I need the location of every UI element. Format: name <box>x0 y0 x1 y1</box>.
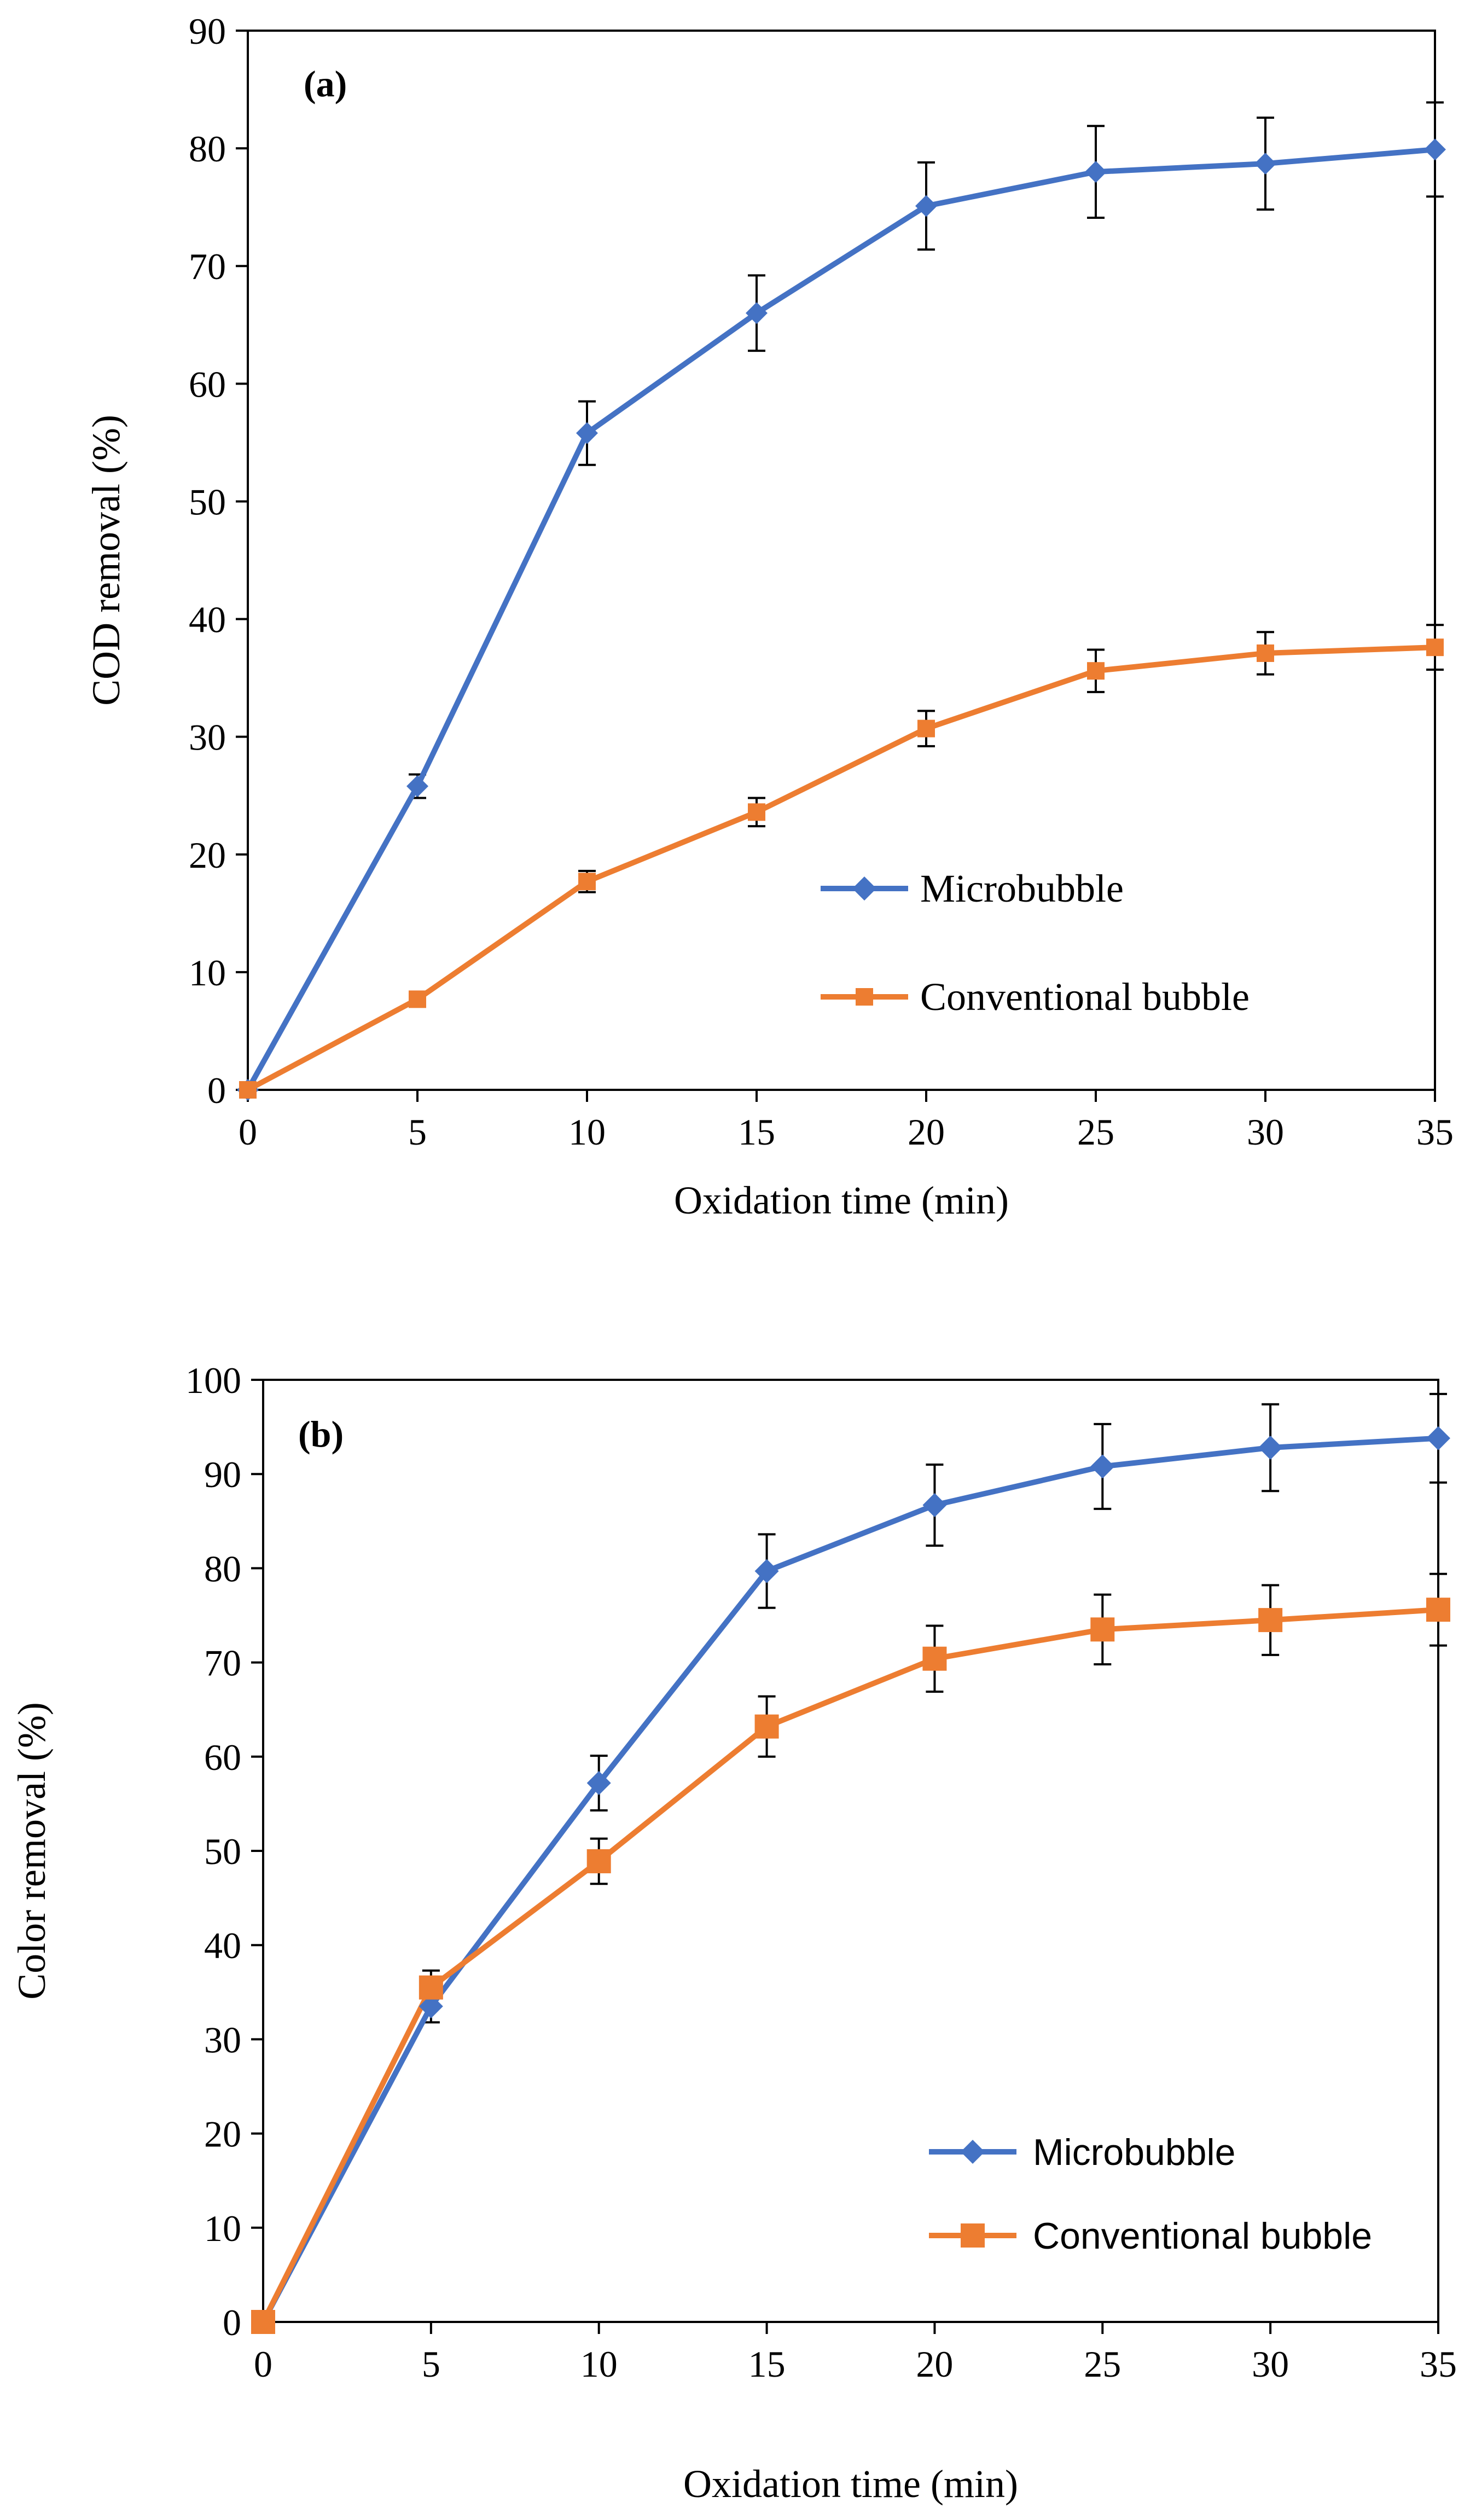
chart-b-y-tick-label: 90 <box>204 1454 241 1495</box>
chart-a-series-line-conventional-bubble <box>246 644 1436 1093</box>
chart-b-y-tick-label: 0 <box>223 2302 241 2343</box>
chart-a-y-tick-label: 10 <box>189 952 226 994</box>
chart-b-y-tick-label: 40 <box>204 1925 241 1966</box>
chart-a-y-tick-label: 40 <box>189 599 226 641</box>
chart-a-y-tick-label: 50 <box>189 481 226 522</box>
chart-b-point-conventional-bubble <box>419 1975 443 2000</box>
chart-a-point-conventional-bubble <box>1426 638 1444 657</box>
chart-a-x-tick-label: 5 <box>408 1111 427 1153</box>
chart-a-point-conventional-bubble <box>1257 644 1274 662</box>
chart-a-legend-marker-conventional <box>856 988 873 1006</box>
chart-b-point-conventional-bubble <box>754 1714 779 1739</box>
chart-a: (a) Oxidation time (min) COD removal (%)… <box>84 10 1454 1222</box>
chart-a-y-tick-label: 30 <box>189 717 226 758</box>
chart-b-point-conventional-bubble <box>251 2310 275 2334</box>
chart-a-point-microbubble <box>1254 153 1276 175</box>
chart-b-point-conventional-bubble <box>1258 1608 1283 1633</box>
chart-b-y-tick-label: 100 <box>185 1360 241 1401</box>
chart-b-y-axis-label: Color removal (%) <box>10 1702 54 2000</box>
chart-a-legend: Microbubble Conventional bubble <box>821 867 1250 1019</box>
chart-a-x-axis-label: Oxidation time (min) <box>674 1178 1009 1222</box>
chart-b-y-tick-label: 50 <box>204 1831 241 1872</box>
chart-b-point-microbubble <box>586 1771 611 1796</box>
chart-a-point-conventional-bubble <box>239 1081 257 1099</box>
chart-a-point-microbubble <box>576 422 598 444</box>
chart-b-series-line-conventional-bubble <box>260 1607 1439 2324</box>
chart-a-y-tick-label: 90 <box>189 10 226 52</box>
chart-b-y-tick-label: 10 <box>204 2208 241 2249</box>
chart-a-y-tick-label: 0 <box>207 1070 226 1111</box>
chart-b-legend-marker-conventional <box>961 2223 985 2248</box>
chart-b-x-tick-label: 20 <box>916 2343 953 2385</box>
chart-a-point-microbubble <box>1085 161 1107 183</box>
chart-a-plot-area <box>247 30 1436 1091</box>
chart-b-x-tick-label: 5 <box>422 2343 440 2385</box>
chart-a-x-tick-label: 35 <box>1416 1111 1454 1153</box>
chart-a-point-conventional-bubble <box>748 803 765 821</box>
chart-b-panel-label: (b) <box>298 1413 344 1455</box>
chart-b-point-microbubble <box>1258 1435 1283 1460</box>
chart-b-point-microbubble <box>1426 1426 1450 1450</box>
chart-b-x-tick-label: 25 <box>1084 2343 1121 2385</box>
chart-b-legend-label-conventional: Conventional bubble <box>1033 2215 1372 2257</box>
chart-b-y-tick-label: 20 <box>204 2113 241 2155</box>
chart-a-point-microbubble <box>915 195 937 217</box>
chart-b-plot-area <box>262 1379 1439 2323</box>
chart-a-x-tick-label: 0 <box>239 1111 257 1153</box>
chart-a-point-microbubble <box>406 775 428 798</box>
chart-a-y-tick-label: 20 <box>189 834 226 876</box>
chart-a-y-axis-label: COD removal (%) <box>84 415 128 706</box>
chart-b-point-microbubble <box>922 1493 947 1518</box>
chart-a-x-tick-label: 25 <box>1077 1111 1114 1153</box>
chart-a-point-conventional-bubble <box>917 719 935 738</box>
chart-a-x-tick-label: 20 <box>908 1111 945 1153</box>
chart-a-legend-marker-microbubble <box>852 876 876 901</box>
chart-b-y-tick-label: 80 <box>204 1548 241 1589</box>
chart-a-point-conventional-bubble <box>1087 662 1105 680</box>
chart-a-series-line-microbubble <box>245 147 1436 1091</box>
chart-b-legend: Microbubble Conventional bubble <box>929 2132 1372 2257</box>
chart-a-y-tick-label: 80 <box>189 128 226 170</box>
chart-a-point-microbubble <box>746 302 768 324</box>
chart-b-x-tick-label: 0 <box>254 2343 272 2385</box>
chart-a-x-tick-label: 30 <box>1247 1111 1284 1153</box>
chart-a-y-tick-label: 70 <box>189 246 226 287</box>
chart-b-point-microbubble <box>419 1994 443 2019</box>
chart-b-x-tick-label: 15 <box>748 2343 786 2385</box>
chart-b-point-conventional-bubble <box>1426 1598 1450 1622</box>
chart-b-y-tick-label: 30 <box>204 2019 241 2060</box>
chart-a-x-tick-label: 10 <box>568 1111 606 1153</box>
chart-b-y-tick-label: 70 <box>204 1642 241 1684</box>
chart-b-point-conventional-bubble <box>1090 1617 1115 1642</box>
chart-a-legend-label-microbubble: Microbubble <box>920 867 1124 910</box>
chart-a-y-tick-label: 60 <box>189 363 226 405</box>
chart-b-point-microbubble <box>1090 1454 1115 1479</box>
chart-b-legend-label-microbubble: Microbubble <box>1033 2132 1235 2173</box>
chart-b-point-conventional-bubble <box>922 1646 947 1671</box>
chart-b-legend-marker-microbubble <box>961 2140 985 2164</box>
chart-b-x-tick-label: 35 <box>1420 2343 1457 2385</box>
chart-a-point-conventional-bubble <box>578 873 596 891</box>
chart-b-x-axis-label: Oxidation time (min) <box>683 2462 1018 2506</box>
chart-b-y-tick-label: 60 <box>204 1737 241 1778</box>
chart-a-point-microbubble <box>1424 138 1446 161</box>
chart-b: (b) Oxidation time (min) Color removal (… <box>10 1360 1457 2506</box>
chart-b-x-tick-label: 10 <box>580 2343 618 2385</box>
chart-a-legend-label-conventional: Conventional bubble <box>920 975 1250 1019</box>
chart-b-point-microbubble <box>754 1559 779 1583</box>
chart-b-x-tick-label: 30 <box>1252 2343 1289 2385</box>
chart-a-point-conventional-bubble <box>409 990 426 1008</box>
chart-a-panel-label: (a) <box>304 63 347 104</box>
chart-b-point-conventional-bubble <box>586 1849 611 1873</box>
chart-a-x-tick-label: 15 <box>738 1111 775 1153</box>
